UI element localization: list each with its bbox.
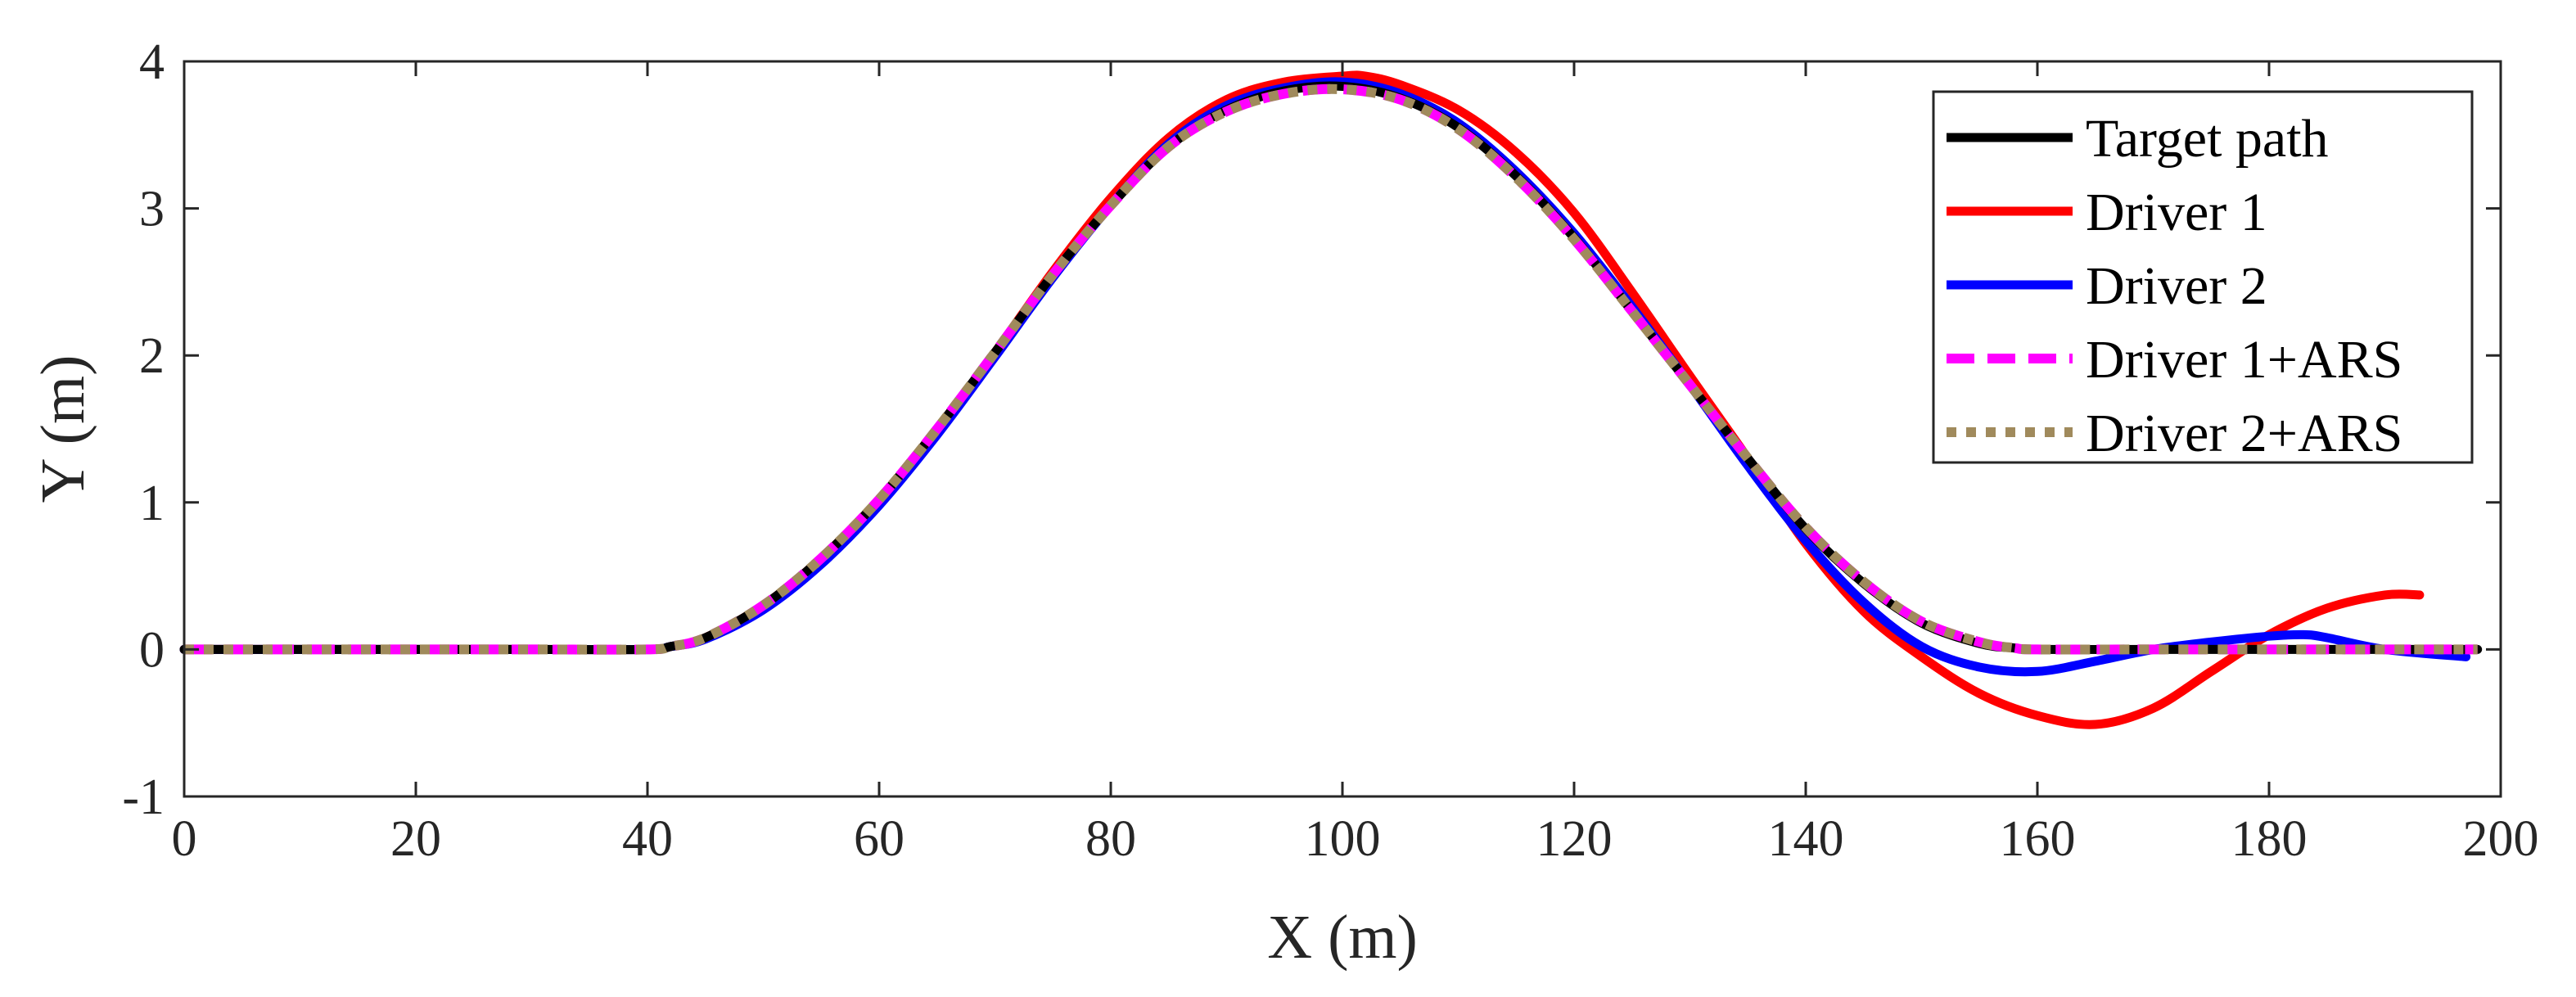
legend-label: Target path — [2086, 109, 2329, 169]
x-tick-label: 100 — [1305, 811, 1381, 867]
legend: Target path Driver 1 Driver 2 Driver 1+ARS D… — [1932, 90, 2474, 464]
legend-label: Driver 1 — [2086, 183, 2267, 242]
y-tick-label: 2 — [139, 328, 165, 384]
x-tick-label: 160 — [2000, 811, 2076, 867]
y-tick-label: 1 — [139, 476, 165, 531]
x-tick-label: 20 — [390, 811, 441, 867]
y-axis-title: Y (m) — [29, 355, 97, 503]
x-tick-label: 200 — [2463, 811, 2539, 867]
legend-label: Driver 1+ARS — [2086, 330, 2402, 390]
legend-box — [1932, 90, 2474, 464]
x-tick-label: 60 — [854, 811, 905, 867]
legend-label: Driver 2 — [2086, 256, 2267, 316]
x-tick-label: 40 — [622, 811, 673, 867]
y-tick-label: -1 — [122, 769, 165, 825]
x-tick-label: 80 — [1085, 811, 1136, 867]
x-tick-label: 0 — [172, 811, 197, 867]
y-tick-label: 4 — [139, 34, 165, 90]
legend-entries: Target path Driver 1 Driver 2 Driver 1+ARS D… — [1947, 109, 2402, 463]
x-tick-label: 140 — [1768, 811, 1844, 867]
y-tick-label: 3 — [139, 182, 165, 237]
legend-label: Driver 2+ARS — [2086, 404, 2402, 463]
x-axis-title: X (m) — [1267, 903, 1418, 972]
y-tick-label: 0 — [139, 622, 165, 678]
series-layer — [179, 70, 2483, 729]
series-line-driver-2-ars — [184, 83, 2478, 655]
x-tick-label: 180 — [2231, 811, 2308, 867]
x-tick-label: 120 — [1536, 811, 1613, 867]
